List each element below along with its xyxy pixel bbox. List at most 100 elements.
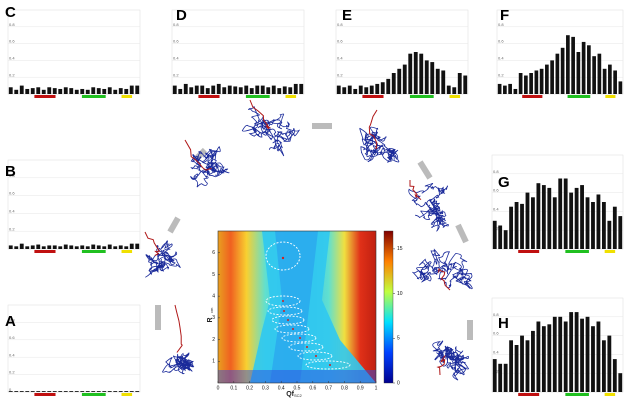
bar: [36, 391, 41, 392]
bar: [19, 391, 24, 392]
bar: [102, 246, 107, 249]
bar: [563, 321, 568, 392]
bar: [563, 178, 568, 249]
region-band: [198, 95, 220, 98]
bar: [509, 206, 514, 249]
bar: [342, 87, 347, 94]
bar: [189, 87, 194, 94]
region-band: [81, 95, 106, 98]
bar: [391, 73, 396, 94]
bar: [183, 83, 188, 94]
bar: [569, 312, 574, 392]
bar: [233, 86, 238, 94]
bar: [591, 202, 595, 249]
x-axis-label: Qf: [286, 391, 294, 398]
protein: [162, 352, 195, 375]
bar: [277, 88, 282, 94]
bar: [520, 203, 524, 249]
bar: [91, 244, 96, 249]
y-tick-label: 0.8: [498, 22, 504, 27]
bar: [552, 197, 557, 249]
bar: [452, 87, 457, 94]
heatmap: [218, 231, 376, 383]
y-tick-label: 0.2: [9, 72, 15, 77]
panel-frame: [7, 304, 141, 393]
region-band: [34, 250, 56, 253]
protein: [190, 145, 230, 188]
bar: [129, 85, 134, 94]
bar: [408, 53, 413, 94]
protein: [408, 182, 449, 232]
bar: [566, 35, 570, 94]
y-tick-label: 4: [212, 293, 215, 299]
bar: [47, 87, 52, 94]
bar: [498, 225, 503, 249]
x-tick-label: 0.7: [325, 385, 332, 391]
bar: [282, 86, 287, 94]
bar: [597, 53, 602, 94]
bar: [52, 245, 57, 249]
bar: [288, 87, 293, 94]
region-band: [565, 393, 589, 396]
x-tick-label: 0.3: [262, 385, 269, 391]
bar: [514, 345, 519, 392]
region-band: [605, 95, 616, 98]
region-band: [34, 95, 56, 98]
bar: [41, 89, 46, 94]
bar: [402, 64, 407, 94]
bar: [25, 88, 30, 94]
bar: [446, 85, 451, 94]
bar: [14, 391, 19, 392]
bar: [222, 87, 227, 94]
bar: [19, 243, 24, 249]
bar: [574, 187, 579, 249]
bar: [249, 88, 254, 94]
bar: [41, 246, 46, 249]
bar: [558, 316, 563, 392]
panel-letter: A: [5, 313, 16, 330]
bar: [14, 246, 19, 249]
y-tick-label: 0.8: [493, 312, 499, 317]
y-tick-label: 0.2: [498, 72, 504, 77]
bar: [525, 340, 530, 392]
bar: [47, 245, 52, 249]
bar: [293, 83, 298, 94]
bar: [30, 391, 35, 392]
protein: [412, 248, 473, 290]
bar: [518, 73, 523, 94]
bar: [85, 246, 90, 249]
bar: [618, 216, 623, 249]
y-tick-label: 0.4: [498, 55, 504, 60]
bar: [358, 85, 363, 94]
bar: [107, 244, 112, 249]
bar: [96, 88, 101, 94]
bar: [503, 85, 507, 94]
protein: [432, 340, 470, 381]
bar: [558, 178, 563, 249]
bar: [375, 83, 380, 94]
bar: [555, 53, 560, 94]
bar: [503, 230, 508, 249]
bar: [63, 244, 68, 249]
bar: [592, 56, 596, 94]
y-tick-label: 0.6: [337, 39, 343, 44]
bar: [25, 246, 30, 249]
y-axis-label-sub: cm: [209, 307, 214, 313]
y-tick-label: 0.4: [337, 55, 343, 60]
bar: [129, 391, 134, 392]
bar: [560, 47, 565, 94]
y-tick-label: 0.8: [9, 173, 15, 178]
y-tick-label: 3: [212, 315, 215, 321]
bar: [539, 68, 544, 94]
colorbar-tick-label: 10: [397, 291, 403, 297]
region-band: [565, 250, 589, 253]
region-band: [518, 393, 540, 396]
bar: [608, 64, 612, 94]
bar: [441, 70, 446, 94]
bar: [457, 73, 462, 94]
bar: [419, 53, 424, 94]
bar: [69, 88, 74, 94]
colorbar-tick-label: 15: [397, 246, 403, 252]
panel-letter: C: [5, 4, 16, 21]
protein-tail: [409, 180, 422, 201]
